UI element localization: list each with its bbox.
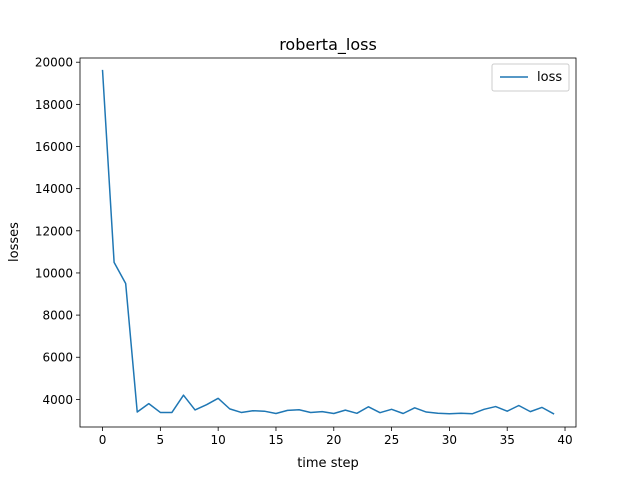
x-tick-label: 15 bbox=[268, 433, 283, 447]
y-axis-label: losses bbox=[7, 222, 22, 262]
x-tick-label: 40 bbox=[557, 433, 572, 447]
y-tick-label: 12000 bbox=[35, 224, 73, 238]
x-tick-label: 35 bbox=[500, 433, 515, 447]
x-tick-label: 20 bbox=[326, 433, 341, 447]
y-tick-label: 10000 bbox=[35, 266, 73, 280]
chart-title: roberta_loss bbox=[279, 35, 377, 55]
y-tick-label: 8000 bbox=[42, 309, 73, 323]
x-axis-label: time step bbox=[297, 456, 359, 471]
x-tick-label: 30 bbox=[442, 433, 457, 447]
x-tick-label: 25 bbox=[384, 433, 399, 447]
axes-frame bbox=[79, 57, 577, 428]
legend: loss bbox=[491, 63, 570, 92]
x-tick-label: 0 bbox=[99, 433, 107, 447]
y-tick-label: 14000 bbox=[35, 182, 73, 196]
y-tick-label: 16000 bbox=[35, 140, 73, 154]
x-tick-label: 5 bbox=[157, 433, 165, 447]
x-tick-label: 10 bbox=[211, 433, 226, 447]
y-tick-label: 20000 bbox=[35, 56, 73, 70]
legend-box bbox=[491, 63, 570, 92]
plot-area: 0 5 10 15 20 25 30 35 40 4000 6000 8000 10000 12000 14… bbox=[35, 56, 577, 447]
y-tick-label: 6000 bbox=[42, 351, 73, 365]
series-line-loss bbox=[101, 69, 555, 415]
y-tick-label: 18000 bbox=[35, 98, 73, 112]
legend-label-loss: loss bbox=[537, 70, 562, 85]
y-tick-label: 4000 bbox=[42, 393, 73, 407]
